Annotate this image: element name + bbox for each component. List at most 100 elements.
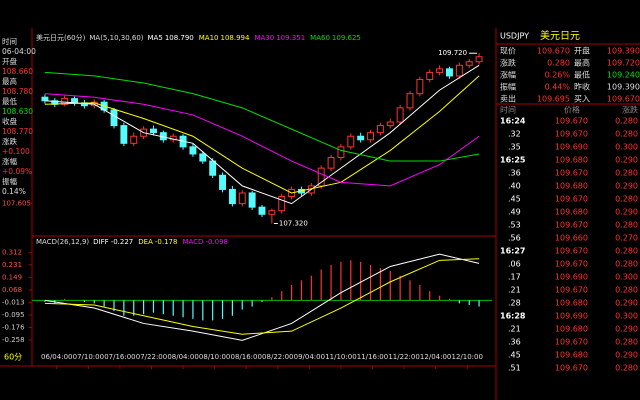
tick-price: 109.670 <box>555 260 588 269</box>
quote-label: 振幅 <box>500 82 516 92</box>
candle-body <box>406 93 414 109</box>
legend-value: -0.178 <box>155 238 178 246</box>
info-value: 0.14% <box>2 187 26 196</box>
info-value: 108.630 <box>2 107 33 116</box>
candle-body <box>150 128 157 134</box>
info-label: 开盘 <box>2 56 17 66</box>
tick-time: .35 <box>508 143 521 152</box>
info-label: 收盘 <box>2 116 17 126</box>
candle-body <box>465 61 473 66</box>
indicator-line <box>44 253 480 341</box>
quote-value: 0.26% <box>545 71 571 80</box>
candle-body <box>209 160 217 176</box>
tick-price: 109.690 <box>555 312 588 321</box>
tick-price: 109.680 <box>555 299 588 308</box>
period-label[interactable]: 60分 <box>4 353 22 362</box>
annotation: 109.720 <box>438 49 467 57</box>
tick-time: .32 <box>508 130 521 139</box>
candle-body <box>475 56 483 63</box>
legend-name[interactable]: MA10 <box>199 34 219 42</box>
candle-body <box>120 125 128 144</box>
tick-price: 109.680 <box>555 182 588 191</box>
candle-body <box>347 135 355 148</box>
tick-change: 0.280 <box>615 195 638 204</box>
quote-value: 109.670 <box>537 47 570 56</box>
quote-label: 卖出 <box>500 94 516 104</box>
legend-name[interactable]: MA5 <box>148 34 163 42</box>
tick-change: 0.280 <box>615 364 638 373</box>
indicator-line <box>44 75 480 194</box>
tick-change: 0.290 <box>615 208 638 217</box>
tick-change: 0.270 <box>615 234 638 243</box>
candle-body <box>238 192 246 205</box>
tick-price: 109.680 <box>555 351 588 360</box>
legend-name[interactable]: MA60 <box>310 34 330 42</box>
quote-label: 现价 <box>500 47 516 56</box>
candle-body <box>199 153 207 162</box>
legend-name[interactable]: MA30 <box>254 34 274 42</box>
tick-time: .40 <box>508 182 521 191</box>
candle-body <box>228 188 236 205</box>
tick-price: 109.670 <box>555 130 588 139</box>
tick-change: 0.290 <box>615 299 638 308</box>
y-tick-label: 0.149 <box>2 273 22 281</box>
tick-time: .56 <box>508 234 521 243</box>
y-tick-label: 107.605 <box>2 199 31 207</box>
legend-name[interactable]: MACD <box>182 238 203 246</box>
info-value: 108.770 <box>2 127 33 136</box>
ticks-header: 价格 <box>564 105 580 115</box>
ticks-header: 涨跌 <box>622 105 638 115</box>
tick-change: 0.280 <box>615 260 638 269</box>
legend-value: 109.625 <box>332 34 361 42</box>
quote-label: 涨跌 <box>500 58 516 68</box>
legend-value: -0.227 <box>111 238 134 246</box>
tick-time: .06 <box>508 260 521 269</box>
info-value: 06-04:00 <box>2 47 36 56</box>
candle-body <box>446 68 453 77</box>
x-tick-label: 06/04:00 <box>41 353 72 361</box>
candle-body <box>278 196 286 212</box>
tick-change: 0.290 <box>615 156 638 165</box>
quote-label: 开盘 <box>574 46 590 56</box>
info-label: 最高 <box>2 76 17 86</box>
tick-time: .36 <box>508 169 521 178</box>
legend-name[interactable]: DEA <box>138 238 153 246</box>
tick-change: 0.280 <box>615 169 638 178</box>
tick-price: 109.670 <box>555 286 588 295</box>
tick-change: 0.300 <box>615 273 638 282</box>
y-tick-label: 0.068 <box>2 286 22 294</box>
candle-body <box>416 78 424 95</box>
tick-time: .28 <box>508 299 521 308</box>
candle-body <box>376 125 384 134</box>
y-tick-label: -0.013 <box>2 298 25 306</box>
candle-body <box>386 121 394 127</box>
panel-title: 美元日元(60分) <box>36 33 86 42</box>
candle-body <box>248 192 256 208</box>
candle-body <box>357 135 365 141</box>
tick-time: .53 <box>508 221 521 230</box>
tick-change: 0.280 <box>615 221 638 230</box>
tick-price: 109.690 <box>555 143 588 152</box>
legend-value: -0.098 <box>205 238 228 246</box>
x-tick-label: 07/16:00 <box>104 353 135 361</box>
tick-change: 0.280 <box>615 130 638 139</box>
ticks-header: 时间 <box>500 105 516 115</box>
x-tick-label: 08/16:00 <box>230 353 261 361</box>
quote-value: 0.44% <box>545 83 571 92</box>
legend-value: 108.790 <box>165 34 194 42</box>
y-tick-label: 0.312 <box>2 248 22 256</box>
top-bar <box>0 0 640 28</box>
legend-name[interactable]: DIFF <box>93 238 109 246</box>
tick-price: 109.670 <box>555 117 588 126</box>
tick-time: 16:24 <box>500 117 526 126</box>
candle-body <box>337 146 345 159</box>
tick-change: 0.280 <box>615 247 638 256</box>
x-tick-label: 11/16:00 <box>357 353 388 361</box>
info-value: 108.660 <box>2 67 33 76</box>
annotation: 107.320 <box>279 219 308 227</box>
tick-price: 109.670 <box>555 364 588 373</box>
quote-name: 美元日元 <box>540 29 580 42</box>
x-tick-label: 12/10:00 <box>452 353 483 361</box>
x-tick-label: 08/04:00 <box>167 353 198 361</box>
tick-change: 0.280 <box>615 286 638 295</box>
